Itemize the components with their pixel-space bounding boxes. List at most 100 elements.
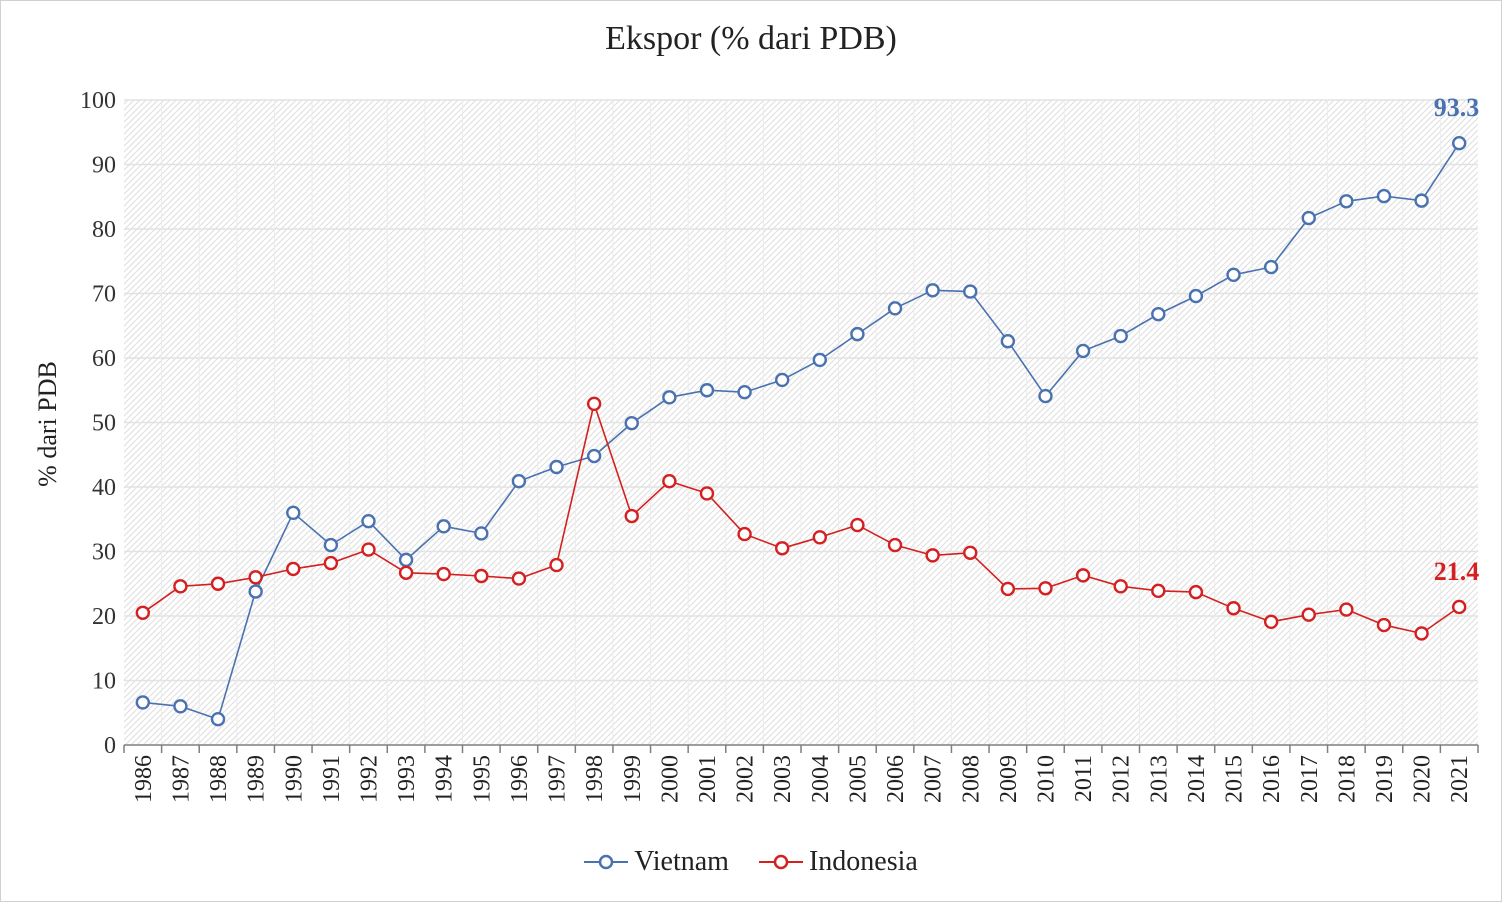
data-point-vietnam [1113, 328, 1128, 344]
legend: Vietnam Indonesia [0, 842, 1502, 882]
data-point-vietnam [248, 584, 263, 599]
x-tick-label: 2004 [808, 755, 834, 803]
legend-swatch-vietnam [584, 854, 629, 870]
data-point-vietnam [1339, 194, 1354, 209]
y-tick-label: 20 [92, 604, 116, 630]
data-point-vietnam [398, 552, 414, 568]
data-point-indonesia [887, 537, 903, 553]
data-point-indonesia [1151, 583, 1166, 599]
x-tick-label: 2007 [921, 755, 947, 803]
legend-item-indonesia: Indonesia [758, 846, 918, 878]
data-point-vietnam [361, 513, 376, 529]
x-tick-label: 1987 [168, 755, 194, 803]
data-point-vietnam [850, 326, 865, 342]
x-tick-label: 2005 [845, 755, 871, 803]
data-point-vietnam [1414, 193, 1429, 208]
legend-item-vietnam: Vietnam [584, 846, 729, 878]
data-point-indonesia [1000, 581, 1016, 597]
data-point-indonesia [1113, 579, 1128, 594]
data-point-indonesia [511, 571, 527, 586]
data-point-indonesia [737, 526, 752, 542]
y-tick-label: 80 [92, 217, 116, 243]
chart-title: Ekspor (% dari PDB) [605, 20, 897, 57]
data-point-indonesia [210, 576, 226, 591]
data-point-vietnam [1038, 388, 1053, 404]
x-tick-label: 2018 [1334, 755, 1360, 803]
x-tick-label: 1986 [131, 755, 157, 803]
data-label-indonesia: 21.4 [1434, 557, 1480, 586]
y-tick-label: 100 [80, 88, 116, 114]
data-point-vietnam [549, 459, 564, 475]
data-point-indonesia [1414, 626, 1429, 641]
data-point-vietnam [436, 519, 451, 534]
data-point-vietnam [323, 537, 339, 553]
data-point-vietnam [1301, 210, 1316, 226]
data-point-indonesia [1376, 617, 1392, 633]
data-point-vietnam [1075, 343, 1091, 359]
data-point-indonesia [699, 486, 715, 501]
y-tick-label: 10 [92, 669, 116, 695]
y-tick-label: 50 [92, 411, 116, 437]
x-tick-label: 2008 [958, 755, 984, 803]
data-point-vietnam [135, 695, 151, 710]
data-point-indonesia [1339, 602, 1354, 617]
x-tick-label: 1991 [319, 755, 345, 803]
data-point-indonesia [436, 566, 451, 582]
x-tick-label: 2019 [1372, 755, 1398, 803]
data-point-indonesia [1451, 599, 1467, 615]
data-point-vietnam [1263, 259, 1279, 275]
x-tick-label: 2015 [1222, 755, 1248, 803]
legend-label-indonesia: Indonesia [808, 846, 918, 877]
data-point-vietnam [173, 699, 188, 714]
x-tick-label: 1989 [244, 755, 270, 803]
x-tick-label: 1990 [281, 755, 307, 803]
data-point-vietnam [737, 384, 752, 400]
data-point-indonesia [1188, 584, 1204, 600]
data-point-vietnam [286, 505, 301, 520]
data-point-vietnam [963, 284, 978, 299]
data-point-indonesia [549, 557, 564, 573]
x-tick-label: 2013 [1146, 755, 1172, 803]
data-point-vietnam [1000, 334, 1016, 349]
data-point-indonesia [474, 568, 489, 584]
y-tick-label: 30 [92, 540, 116, 566]
x-tick-label: 2020 [1410, 755, 1436, 803]
x-tick-label: 2016 [1259, 755, 1285, 803]
x-tick-label: 2009 [996, 755, 1022, 803]
data-point-indonesia [323, 555, 339, 571]
data-point-vietnam [662, 390, 677, 405]
data-point-vietnam [1226, 267, 1241, 282]
data-point-vietnam [774, 372, 790, 388]
data-point-indonesia [1075, 568, 1091, 583]
x-tick-label: 1993 [394, 755, 420, 803]
data-point-indonesia [1263, 614, 1279, 630]
x-tick-label: 2010 [1033, 755, 1059, 803]
x-tick-label: 1998 [582, 755, 608, 803]
data-point-indonesia [850, 517, 865, 533]
y-tick-label: 90 [92, 153, 116, 179]
data-point-indonesia [173, 579, 188, 594]
x-tick-label: 2017 [1297, 755, 1323, 803]
data-point-vietnam [474, 526, 489, 541]
x-tick-label: 1992 [356, 755, 382, 803]
data-label-vietnam: 93.3 [1434, 93, 1480, 122]
data-point-indonesia [135, 605, 151, 620]
x-tick-label: 2021 [1447, 755, 1473, 803]
data-point-vietnam [586, 448, 602, 464]
x-tick-label: 1995 [469, 755, 495, 803]
data-point-indonesia [925, 548, 940, 563]
data-point-vietnam [812, 352, 828, 368]
data-point-indonesia [1226, 601, 1241, 616]
data-point-vietnam [210, 712, 226, 727]
data-point-indonesia [398, 565, 414, 580]
x-tick-label: 2000 [657, 755, 683, 803]
x-tick-label: 2003 [770, 755, 796, 803]
x-tick-label: 2012 [1109, 755, 1135, 803]
x-tick-label: 2011 [1071, 755, 1097, 802]
x-tick-label: 1999 [620, 755, 646, 803]
data-point-indonesia [361, 542, 376, 557]
x-tick-label: 2001 [695, 755, 721, 803]
data-point-vietnam [1188, 288, 1204, 304]
x-tick-label: 2002 [733, 755, 759, 803]
